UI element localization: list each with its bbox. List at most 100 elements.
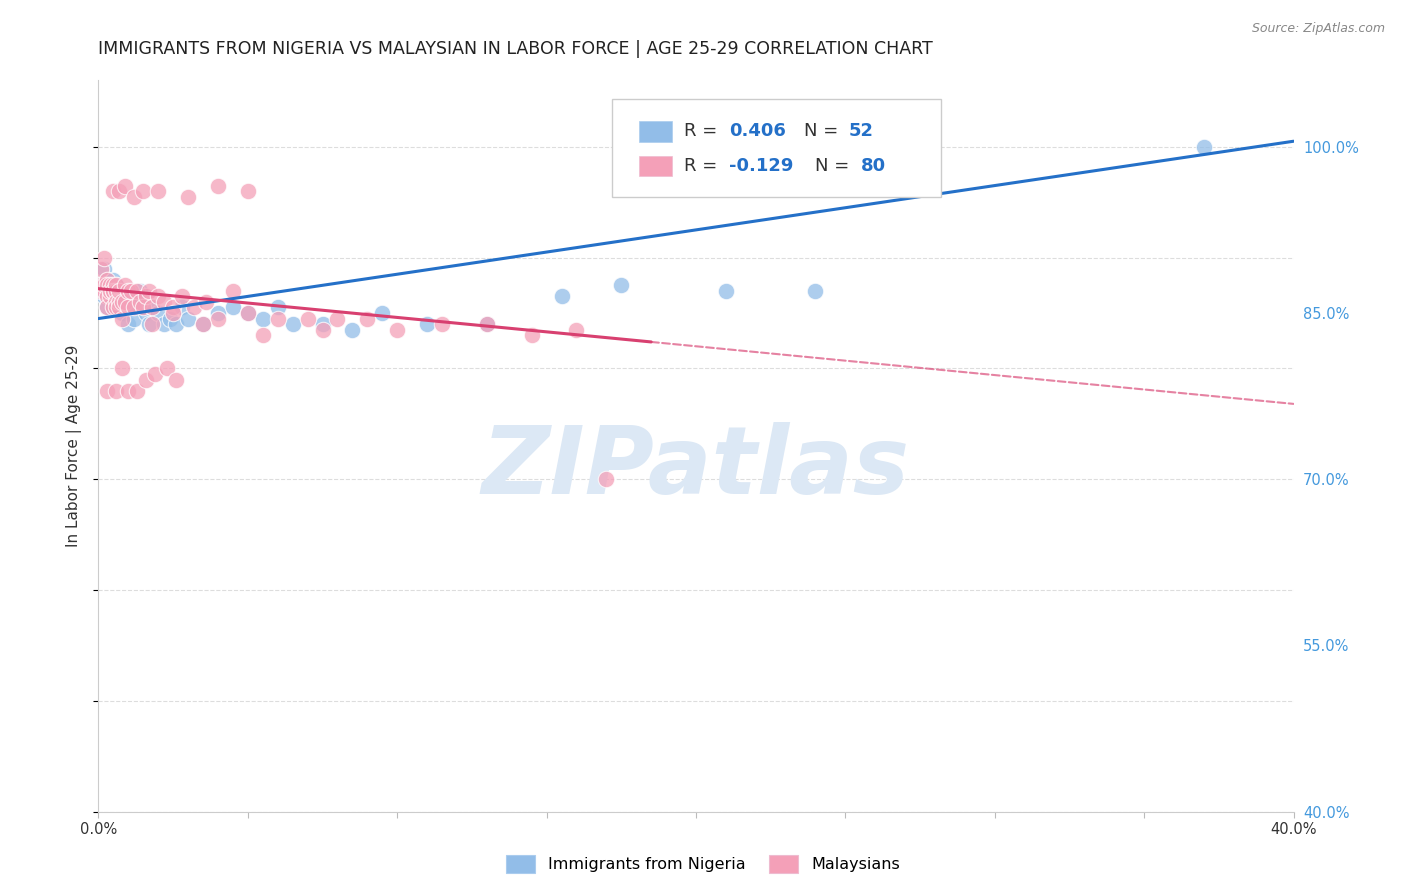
Text: -0.129: -0.129 <box>730 157 794 175</box>
Point <box>475 317 498 331</box>
Point <box>267 301 290 315</box>
Point <box>430 317 453 331</box>
Point <box>90 278 112 293</box>
Point <box>90 278 112 293</box>
Point <box>96 301 118 315</box>
Point <box>356 311 378 326</box>
Point <box>96 273 118 287</box>
Point <box>127 384 149 398</box>
Point <box>191 317 214 331</box>
Point <box>177 189 200 203</box>
Point <box>96 278 118 293</box>
Point <box>124 189 146 203</box>
Point <box>156 361 179 376</box>
Point <box>111 289 134 303</box>
Point <box>111 306 134 320</box>
Point <box>117 289 139 303</box>
Point <box>252 328 274 343</box>
Text: ZIPatlas: ZIPatlas <box>482 422 910 514</box>
Point <box>138 284 160 298</box>
Point <box>207 178 229 193</box>
Point <box>103 284 125 298</box>
Point <box>267 311 290 326</box>
Point <box>714 284 737 298</box>
Point <box>195 294 218 309</box>
Point <box>416 317 439 331</box>
Point <box>148 289 170 303</box>
Point <box>129 284 152 298</box>
Point <box>108 301 131 315</box>
Point <box>183 301 205 315</box>
Point <box>108 301 131 315</box>
Point <box>90 284 112 298</box>
Point <box>141 301 163 315</box>
Point <box>129 294 152 309</box>
Point <box>105 278 128 293</box>
Point <box>191 317 214 331</box>
Point <box>93 289 115 303</box>
Point <box>93 251 115 265</box>
Point <box>207 311 229 326</box>
Point <box>120 284 142 298</box>
Point <box>311 323 333 337</box>
Point <box>595 472 617 486</box>
Point <box>105 289 128 303</box>
Point <box>127 284 149 298</box>
Text: R =: R = <box>685 157 723 175</box>
Point <box>222 301 245 315</box>
Point <box>98 289 122 303</box>
FancyBboxPatch shape <box>638 155 672 176</box>
Point <box>475 317 498 331</box>
Point <box>132 184 155 198</box>
Point <box>114 278 136 293</box>
Point <box>804 284 827 298</box>
Point <box>93 261 115 276</box>
Point <box>96 384 118 398</box>
Point <box>371 306 394 320</box>
Point <box>108 294 131 309</box>
Point <box>159 311 181 326</box>
Point <box>108 184 131 198</box>
Point <box>236 306 259 320</box>
Point <box>96 301 118 315</box>
Point <box>98 284 122 298</box>
Point <box>1192 140 1215 154</box>
Point <box>103 284 125 298</box>
Text: IMMIGRANTS FROM NIGERIA VS MALAYSIAN IN LABOR FORCE | AGE 25-29 CORRELATION CHAR: IMMIGRANTS FROM NIGERIA VS MALAYSIAN IN … <box>98 40 934 58</box>
Point <box>105 384 128 398</box>
Point <box>141 301 163 315</box>
Point <box>252 311 274 326</box>
Point <box>550 289 572 303</box>
Point <box>103 301 125 315</box>
Point <box>117 317 139 331</box>
Point <box>148 184 170 198</box>
Point <box>98 289 122 303</box>
Point <box>385 323 409 337</box>
Point <box>153 317 176 331</box>
Point <box>281 317 304 331</box>
Point <box>138 317 160 331</box>
Point <box>177 311 200 326</box>
Point <box>96 278 118 293</box>
Point <box>114 178 136 193</box>
Point <box>93 284 115 298</box>
Point <box>103 184 125 198</box>
Point <box>96 289 118 303</box>
Point <box>111 311 134 326</box>
Point <box>114 301 136 315</box>
Point <box>117 384 139 398</box>
Point <box>120 301 142 315</box>
Point <box>108 284 131 298</box>
Y-axis label: In Labor Force | Age 25-29: In Labor Force | Age 25-29 <box>66 345 83 547</box>
Point <box>135 372 157 386</box>
FancyBboxPatch shape <box>638 121 672 142</box>
Point <box>132 301 155 315</box>
Point <box>148 306 170 320</box>
Point <box>105 294 128 309</box>
Text: R =: R = <box>685 122 723 140</box>
Point <box>135 289 157 303</box>
Point <box>172 289 194 303</box>
Point <box>207 306 229 320</box>
Point <box>114 294 136 309</box>
Point <box>103 273 125 287</box>
